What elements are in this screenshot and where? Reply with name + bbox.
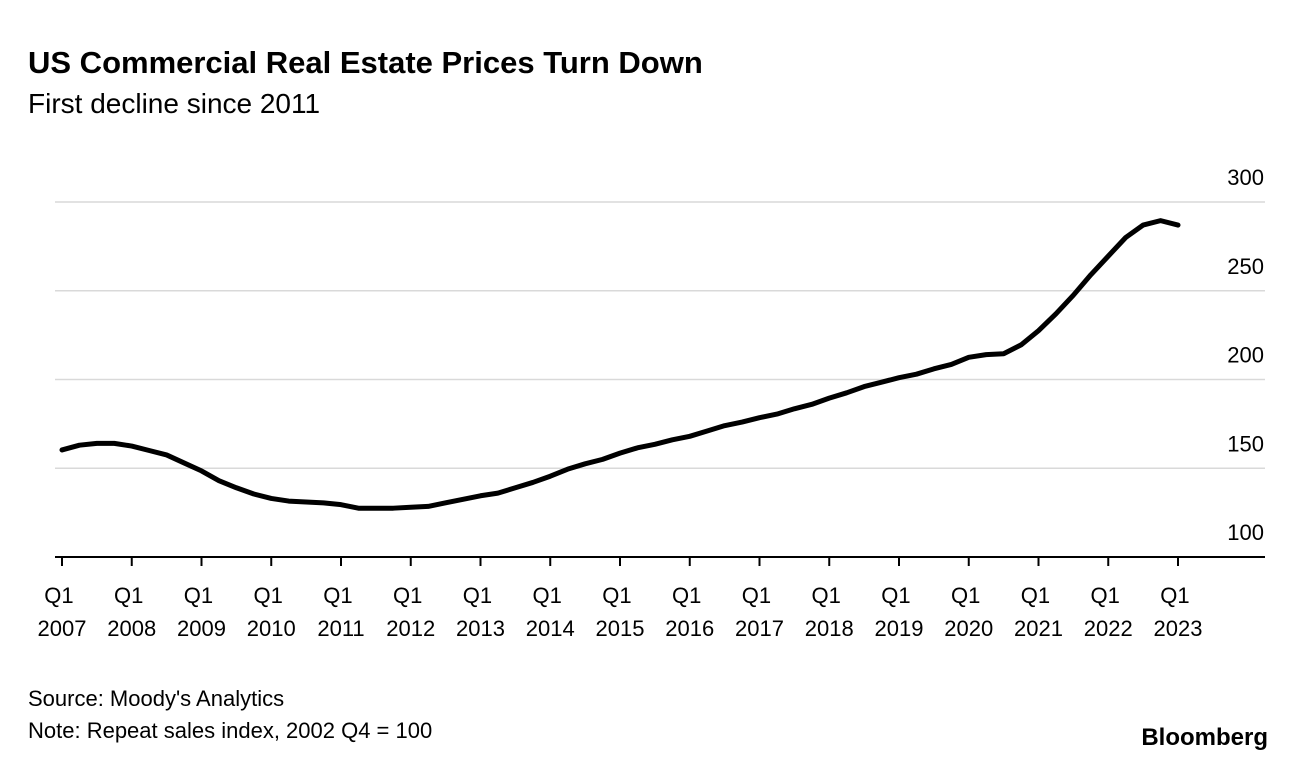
x-tick-label-line: Q1 — [672, 583, 707, 608]
x-tick-label: Q1 2022 — [1084, 583, 1133, 641]
x-tick-label-line: Q1 — [114, 583, 149, 608]
x-tick-label: Q1 2007 — [38, 583, 87, 641]
x-tick-label-line: 2010 — [247, 616, 296, 641]
x-tick-label-line: Q1 — [602, 583, 637, 608]
x-tick-label: Q1 2014 — [526, 583, 575, 641]
x-tick-label-line: Q1 — [812, 583, 847, 608]
x-tick-label-line: Q1 — [1091, 583, 1126, 608]
x-tick-label: Q1 2015 — [596, 583, 645, 641]
y-tick-label: 150 — [1227, 431, 1264, 456]
x-tick-label-line: Q1 — [323, 583, 358, 608]
y-tick-label: 100 — [1227, 520, 1264, 545]
x-tick-label-line: 2018 — [805, 616, 854, 641]
x-tick-label-line: 2020 — [944, 616, 993, 641]
y-tick-label: 300 — [1227, 165, 1264, 190]
x-tick-label-line: Q1 — [533, 583, 568, 608]
x-tick-label-line: Q1 — [881, 583, 916, 608]
x-tick-label: Q1 2010 — [247, 583, 296, 641]
x-tick-label: Q1 2009 — [177, 583, 226, 641]
x-tick-label-line: 2022 — [1084, 616, 1133, 641]
x-tick-label-line: 2011 — [317, 616, 364, 641]
chart-subtitle: First decline since 2011 — [28, 88, 320, 119]
x-tick-label: Q1 2016 — [665, 583, 714, 641]
source: Source: Moody's Analytics — [28, 686, 284, 711]
line — [59, 218, 1181, 511]
x-tick-label-line: Q1 — [1021, 583, 1056, 608]
x-tick-label-line: Q1 — [254, 583, 289, 608]
x-tick-label-line: 2019 — [875, 616, 924, 641]
x-tick-label-line: 2017 — [735, 616, 784, 641]
chart-title: US Commercial Real Estate Prices Turn Do… — [28, 45, 703, 80]
x-tick-label: Q1 2008 — [107, 583, 156, 641]
x-tick-label: Q1 2011 — [317, 583, 364, 641]
x-tick-label-line: 2016 — [665, 616, 714, 641]
x-tick-label: Q1 2012 — [386, 583, 435, 641]
x-tick-label-line: 2013 — [456, 616, 505, 641]
x-tick-label-line: 2015 — [596, 616, 645, 641]
x-tick-label: Q1 2013 — [456, 583, 505, 641]
x-tick-label-line: 2008 — [107, 616, 156, 641]
x-tick-label-line: Q1 — [1160, 583, 1195, 608]
y-tick-label: 200 — [1227, 343, 1264, 368]
x-tick-label: Q1 2017 — [735, 583, 784, 641]
note: Note: Repeat sales index, 2002 Q4 = 100 — [28, 718, 432, 743]
x-tick-label-line: 2007 — [38, 616, 87, 641]
x-tick-label-line: Q1 — [393, 583, 428, 608]
x-tick-label-line: Q1 — [463, 583, 498, 608]
x-tick-label: Q1 2020 — [944, 583, 993, 641]
x-tick-label: Q1 2023 — [1154, 583, 1203, 641]
x-tick-label: Q1 2019 — [875, 583, 924, 641]
x-tick-label: Q1 2021 — [1014, 583, 1063, 641]
x-tick-label-line: Q1 — [951, 583, 986, 608]
x-tick-label: Q1 2018 — [805, 583, 854, 641]
x-tick-label-line: 2012 — [386, 616, 435, 641]
brand: Bloomberg — [1141, 724, 1268, 751]
x-tick-label-line: 2023 — [1154, 616, 1203, 641]
x-tick-label-line: Q1 — [44, 583, 79, 608]
x-tick-label-line: 2021 — [1014, 616, 1063, 641]
x-tick-label-line: Q1 — [184, 583, 219, 608]
x-tick-label-line: Q1 — [742, 583, 777, 608]
x-tick-label-line: 2014 — [526, 616, 575, 641]
y-tick-label: 250 — [1227, 254, 1264, 279]
x-tick-label-line: 2009 — [177, 616, 226, 641]
